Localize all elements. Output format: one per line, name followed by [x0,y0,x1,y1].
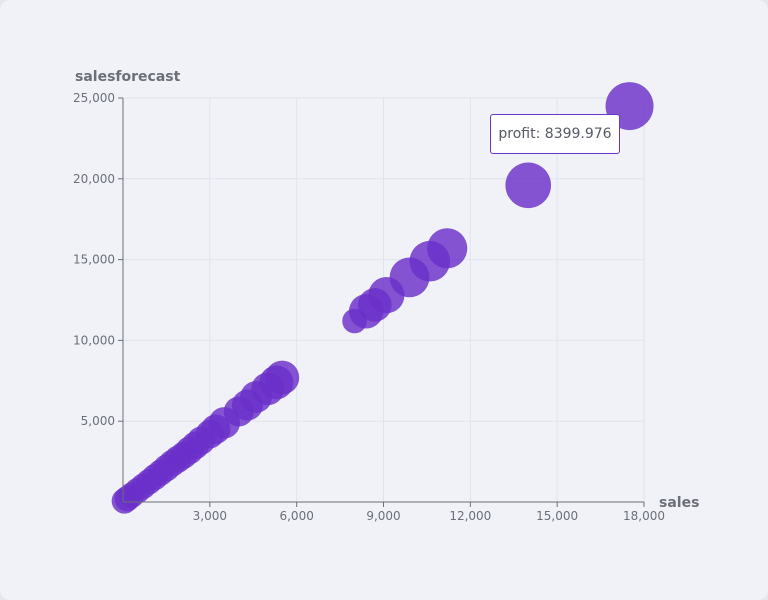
x-tick-label: 3,000 [193,509,227,523]
y-tick-label: 15,000 [73,253,115,267]
data-point[interactable] [505,162,552,209]
x-axis-ticks: 3,000 6,000 9,000 12,000 15,000 18,000 [193,502,665,523]
x-tick-label: 12,000 [449,509,491,523]
x-tick-label: 9,000 [366,509,400,523]
y-tick-label: 10,000 [73,333,115,347]
x-tick-label: 6,000 [279,509,313,523]
data-points [111,82,654,514]
x-tick-label: 15,000 [536,509,578,523]
tooltip: profit: 8399.976 [490,114,620,154]
y-axis-ticks: 5,000 10,000 15,000 20,000 25,000 [73,91,123,428]
y-tick-label: 20,000 [73,172,115,186]
y-tick-label: 25,000 [73,91,115,105]
x-axis-title: sales [659,495,699,511]
y-tick-label: 5,000 [81,414,115,428]
data-point[interactable] [427,228,468,269]
tooltip-text: profit: 8399.976 [498,126,612,142]
x-tick-label: 18,000 [623,509,665,523]
data-point[interactable] [265,360,300,395]
y-axis-title: salesforecast [75,69,181,85]
